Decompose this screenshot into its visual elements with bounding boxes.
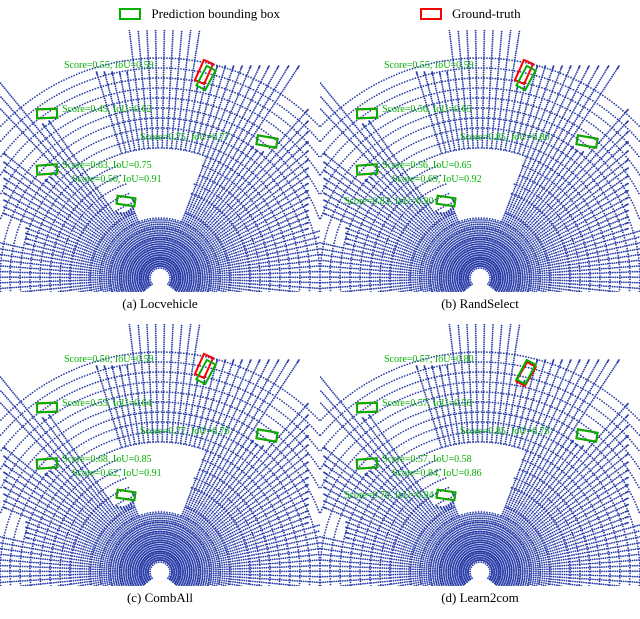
legend-gt: Ground-truth (420, 6, 521, 22)
detection-label: Score=0.84, IoU=0.86 (392, 468, 482, 479)
legend: Prediction bounding box Ground-truth (0, 6, 640, 22)
lidar-scene: Score=0.57, IoU=0.80 Score=0.85, IoU=0.78… (320, 324, 640, 586)
detection-label: Score=0.68, IoU=0.85 (62, 454, 152, 465)
panel: Score=0.55, IoU=0.59 Score=0.85, IoU=0.80… (320, 30, 640, 324)
detection-label: Score=0.77, IoU=0.76 (140, 426, 230, 437)
detection-label: Score=0.63, IoU=0.75 (62, 160, 152, 171)
legend-gt-label: Ground-truth (452, 6, 521, 22)
pred-bbox (36, 457, 59, 470)
pred-bbox (36, 402, 58, 414)
detection-label: Score=0.56, IoU=0.65 (382, 104, 472, 115)
panel: Score=0.57, IoU=0.80 Score=0.85, IoU=0.78… (320, 324, 640, 618)
detection-label: Score=0.57, IoU=0.58 (382, 398, 472, 409)
panel: Score=0.55, IoU=0.59 Score=0.75, IoU=0.77… (0, 30, 320, 324)
detection-label: Score=0.85, IoU=0.78 (460, 426, 550, 437)
pred-bbox (356, 108, 378, 120)
detection-label: Score=0.55, IoU=0.59 (384, 60, 474, 71)
detection-label: Score=0.50, IoU=0.91 (72, 174, 162, 185)
pred-bbox (356, 163, 379, 176)
detection-label: Score=0.69, IoU=0.92 (392, 174, 482, 185)
lidar-scene: Score=0.55, IoU=0.59 Score=0.85, IoU=0.80… (320, 30, 640, 292)
detection-label: Score=0.57, IoU=0.58 (382, 454, 472, 465)
detection-label: Score=0.55, IoU=0.59 (64, 60, 154, 71)
detection-label: Score=0.70, IoU=0.94 (344, 490, 434, 501)
legend-gt-swatch (420, 8, 442, 20)
detection-label: Score=0.85, IoU=0.80 (460, 132, 550, 143)
detection-label: Score=0.75, IoU=0.77 (140, 132, 230, 143)
detection-label: Score=0.53, IoU=0.64 (62, 398, 152, 409)
panel-caption: (d) Learn2com (320, 586, 640, 606)
panels-grid: Score=0.55, IoU=0.59 Score=0.75, IoU=0.77… (0, 30, 640, 618)
pred-bbox (36, 108, 58, 120)
lidar-scene: Score=0.50, IoU=0.59 Score=0.77, IoU=0.76… (0, 324, 320, 586)
detection-label: Score=0.50, IoU=0.59 (64, 354, 154, 365)
pred-bbox (356, 402, 378, 414)
pred-bbox (36, 163, 59, 176)
detection-label: Score=0.62, IoU=0.91 (72, 468, 162, 479)
panel-caption: (b) RandSelect (320, 292, 640, 312)
detection-label: Score=0.45, IoU=0.62 (62, 104, 152, 115)
panel: Score=0.50, IoU=0.59 Score=0.77, IoU=0.76… (0, 324, 320, 618)
detection-label: Score=0.83, IoU=0.90 (344, 196, 434, 207)
detection-label: Score=0.56, IoU=0.65 (382, 160, 472, 171)
panel-caption: (a) Locvehicle (0, 292, 320, 312)
pred-bbox (356, 457, 379, 470)
panel-caption: (c) CombAll (0, 586, 320, 606)
detection-label: Score=0.57, IoU=0.80 (384, 354, 474, 365)
lidar-scene: Score=0.55, IoU=0.59 Score=0.75, IoU=0.77… (0, 30, 320, 292)
legend-pred-label: Prediction bounding box (151, 6, 280, 22)
legend-pred-swatch (119, 8, 141, 20)
legend-pred: Prediction bounding box (119, 6, 280, 22)
